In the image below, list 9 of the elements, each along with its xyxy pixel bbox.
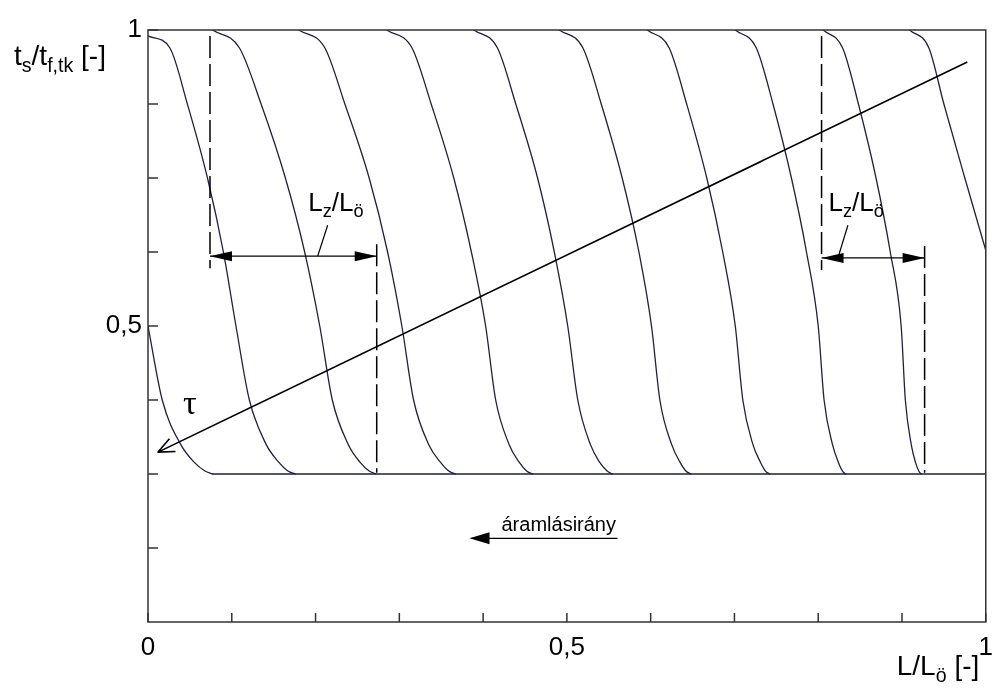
- x-tick-label: 0: [140, 630, 156, 661]
- annotation: τ: [182, 383, 197, 421]
- x-tick-label: 0,5: [548, 630, 585, 661]
- annotation: L$_{z}$/L$_{ö}$: [828, 187, 884, 222]
- x-axis-title: L/L$_{ö}$ [-]: [896, 650, 980, 686]
- annotation: L$_{z}$/L$_{ö}$: [308, 187, 364, 222]
- x-tick-label: 1: [978, 630, 993, 661]
- annotation: áramlásirány: [501, 513, 616, 536]
- y-axis-title: t$_{s}$/t$_{f,tk}$ [-]: [14, 40, 106, 76]
